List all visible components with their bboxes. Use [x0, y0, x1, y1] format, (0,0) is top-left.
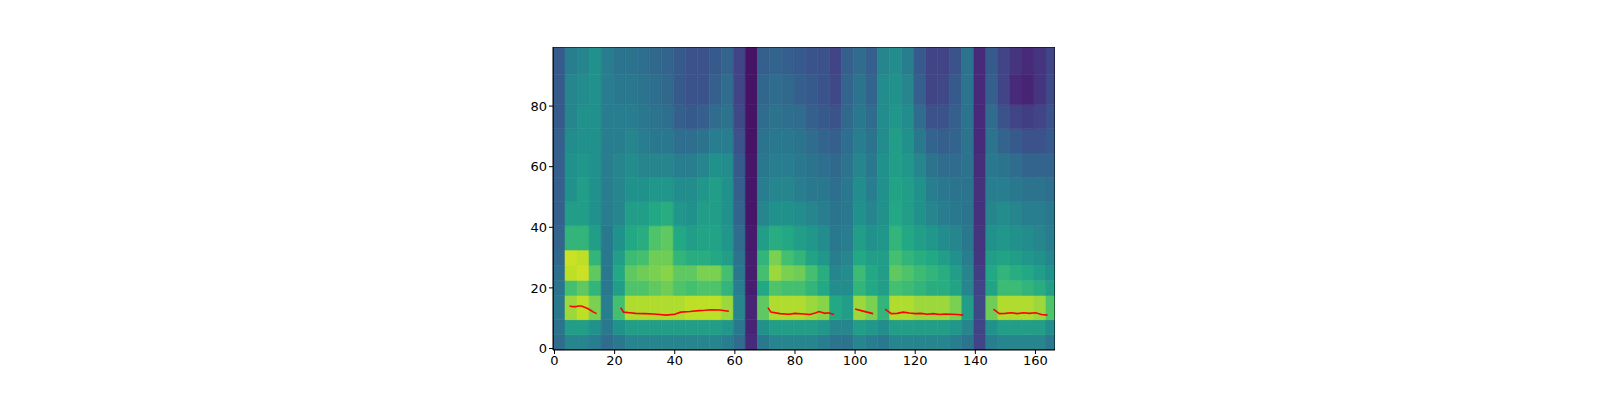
svg-text:60: 60: [727, 353, 744, 368]
svg-text:80: 80: [787, 353, 804, 368]
svg-text:120: 120: [903, 353, 928, 368]
svg-text:140: 140: [963, 353, 988, 368]
svg-text:40: 40: [666, 353, 683, 368]
svg-text:160: 160: [1023, 353, 1048, 368]
svg-text:60: 60: [530, 159, 547, 174]
svg-text:0: 0: [539, 341, 547, 356]
svg-text:20: 20: [530, 281, 547, 296]
svg-text:80: 80: [530, 99, 547, 114]
svg-text:20: 20: [606, 353, 623, 368]
svg-text:40: 40: [530, 220, 547, 235]
svg-text:100: 100: [843, 353, 868, 368]
svg-text:0: 0: [550, 353, 558, 368]
